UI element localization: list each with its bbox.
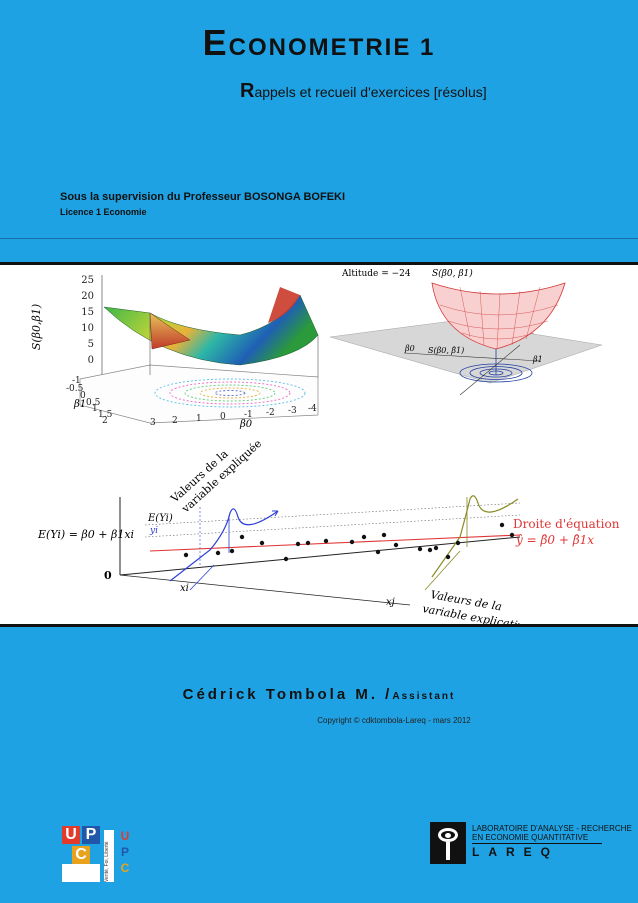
author-line: Cédrick Tombola M. /Assistant <box>0 686 638 703</box>
upc-letter-c: C <box>72 846 90 864</box>
upc-motto-band: Verité, Foi, Liberté <box>104 830 114 882</box>
beta0-label-right: β0 <box>404 344 415 353</box>
lareq-line2: EN ECONOMIE QUANTITATIVE <box>472 833 589 842</box>
z-axis-label: S(β0,β1) <box>30 304 43 350</box>
beta1-tick: -1 <box>72 376 81 386</box>
z-tick: 5 <box>88 339 94 350</box>
expectation-short-label: E(Yi) <box>147 513 173 524</box>
beta0-axis-label: β0 <box>239 419 253 430</box>
beta1-tick: 1 <box>92 404 98 414</box>
expectation-label: E(Yi) = β0 + β1xi <box>37 528 134 541</box>
z-tick: 10 <box>81 323 94 334</box>
figure-panel: S(β0,β1) 25 20 15 10 5 0 -1 -0.5 0 <box>0 262 638 627</box>
beta1-label-right: β1 <box>532 355 543 364</box>
lareq-text: LABORATOIRE D'ANALYSE - RECHERCHE EN ECO… <box>472 824 632 859</box>
lareq-emblem-icon <box>430 822 466 864</box>
upc-motto: Verité, Foi, Liberté <box>104 841 110 882</box>
upc-emblem-icon <box>62 864 100 882</box>
supervision-line: Sous la supervision du Professeur BOSONG… <box>60 191 346 203</box>
beta1-tick: 0 <box>80 391 86 401</box>
copyright-line: Copyright © cdktombola-Lareq - mars 2012 <box>317 716 471 725</box>
upc-letter-p: P <box>82 826 100 844</box>
surface-plot-3d: S(β0,β1) 25 20 15 10 5 0 -1 -0.5 0 <box>30 275 319 430</box>
z-tick: 25 <box>81 275 94 286</box>
upc-vertical-p: P <box>120 845 129 859</box>
title-initial: E <box>202 22 229 63</box>
beta0-tick: -4 <box>308 404 317 414</box>
document-title: ECONOMETRIE 1 <box>0 22 638 64</box>
subtitle-initial: R <box>240 80 255 102</box>
beta1-tick: 2 <box>102 416 108 426</box>
yi-label: yi <box>149 526 158 536</box>
beta0-tick: 0 <box>220 412 226 422</box>
title-rest: CONOMETRIE 1 <box>228 34 436 61</box>
line-label: Droite d'équation <box>513 517 620 531</box>
document-subtitle: Rappels et recueil d'exercices [résolus] <box>240 80 487 103</box>
regression-illustration: 0 Valeurs de la variable expliquée E(Yi)… <box>37 437 620 624</box>
surface-label: S(β0, β1) <box>432 268 473 279</box>
z-tick: 15 <box>81 307 94 318</box>
line-equation: ŷ = β̂0 + β̂1x <box>515 533 594 547</box>
author-role: Assistant <box>392 691 456 702</box>
paraboloid-plot: Altitude = −24 S(β0, β1) β0 S(β0, β̂1) β… <box>329 268 603 396</box>
beta0-tick: 2 <box>172 416 178 426</box>
subtitle-rest: appels et recueil d'exercices [résolus] <box>254 84 487 100</box>
beta0-tick: -2 <box>266 408 275 418</box>
beta1-tick: 1.5 <box>98 410 113 420</box>
beta0-tick: -1 <box>244 410 253 420</box>
beta1-tick: -0.5 <box>66 384 84 394</box>
licence-line: Licence 1 Economie <box>60 207 147 217</box>
beta0-tick: -3 <box>288 406 297 416</box>
beta1-axis-label: β1 <box>73 399 86 410</box>
beta0-tick: 1 <box>196 414 202 424</box>
lareq-name: LAREQ <box>472 845 559 859</box>
author-name: Cédrick Tombola M. / <box>182 686 393 703</box>
upc-logo: U P C Verité, Foi, Liberté U P C <box>62 826 142 884</box>
plane-label: S(β0, β̂1) <box>428 346 464 355</box>
xi-label: xi <box>180 583 189 594</box>
lareq-line1: LABORATOIRE D'ANALYSE - RECHERCHE <box>472 824 632 833</box>
upc-letter-u: U <box>62 826 80 844</box>
z-tick: 0 <box>88 355 94 366</box>
origin-label: 0 <box>104 569 112 582</box>
upc-vertical-c: C <box>120 861 130 875</box>
upc-vertical-u: U <box>120 829 130 843</box>
header-divider <box>0 238 638 239</box>
beta0-tick: 3 <box>150 418 156 428</box>
lareq-logo: LABORATOIRE D'ANALYSE - RECHERCHE EN ECO… <box>430 822 632 864</box>
beta1-tick: 0.5 <box>86 398 101 408</box>
xj-label: xj <box>386 597 395 608</box>
z-tick: 20 <box>81 291 94 302</box>
figure-illustration: S(β0,β1) 25 20 15 10 5 0 -1 -0.5 0 <box>30 268 620 624</box>
altitude-label: Altitude = −24 <box>341 269 411 279</box>
